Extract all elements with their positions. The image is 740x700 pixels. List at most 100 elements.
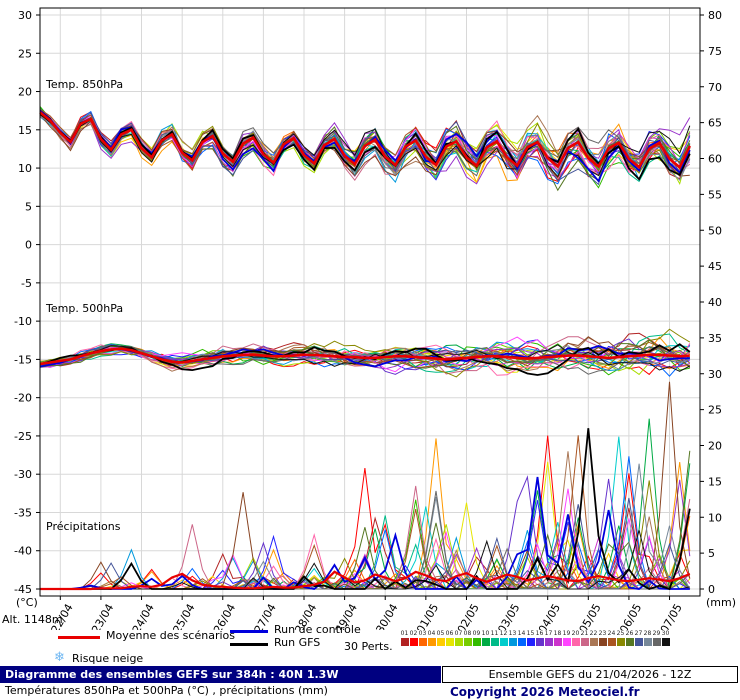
date-label: 02/05 (455, 602, 482, 631)
member-precip-line (40, 461, 691, 590)
left-tick-label: -35 (14, 506, 32, 519)
left-tick-label: -15 (14, 353, 32, 366)
member-key-10: 10 (481, 630, 490, 646)
diagram-subtitle: Températures 850hPa et 500hPa (°C) , pré… (5, 684, 328, 697)
date-label: 03/05 (495, 602, 522, 631)
run-info: Ensemble GEFS du 21/04/2026 - 12Z (442, 666, 738, 683)
right-tick-label: 50 (708, 224, 722, 237)
left-tick-label: 0 (25, 239, 32, 252)
snow-risk-label: Risque neige (72, 652, 144, 665)
left-tick-label: -25 (14, 430, 32, 443)
right-tick-label: 45 (708, 260, 722, 273)
member-key-27: 27 (634, 630, 643, 646)
date-label: 06/05 (617, 602, 644, 631)
member-key-11: 11 (490, 630, 499, 646)
altitude-label: Alt. 1148m (2, 613, 63, 626)
left-tick-label: 15 (18, 124, 32, 137)
mean-swatch (58, 636, 100, 639)
member-key-02: 02 (409, 630, 418, 646)
left-tick-label: 10 (18, 162, 32, 175)
member-key-20: 20 (571, 630, 580, 646)
left-tick-label: -5 (21, 277, 32, 290)
member-key-25: 25 (616, 630, 625, 646)
control-precip-line (40, 476, 690, 591)
member-key-03: 03 (418, 630, 427, 646)
member-t850-line (39, 116, 691, 182)
mean-t500-line (39, 347, 690, 366)
member-key-07: 07 (454, 630, 463, 646)
legend-gfs-label: Run GFS (274, 636, 321, 649)
right-tick-label: 35 (708, 332, 722, 345)
member-color-legend: 01 02 03 04 05 06 07 08 09 10 11 12 13 14 15 16 17 18 19 20… (400, 630, 686, 646)
member-key-14: 14 (517, 630, 526, 646)
legend-control-label: Run de contrôle (274, 623, 361, 636)
date-label: 26/04 (211, 602, 238, 631)
section-label-precip: Précipitations (46, 520, 121, 533)
right-tick-label: 40 (708, 296, 722, 309)
left-tick-label: -10 (14, 315, 32, 328)
member-key-26: 26 (625, 630, 634, 646)
member-key-16: 16 (535, 630, 544, 646)
control-swatch (230, 630, 268, 633)
right-tick-label: 25 (708, 404, 722, 417)
date-label: 01/05 (414, 602, 441, 631)
left-tick-label: -30 (14, 468, 32, 481)
left-tick-label: -45 (14, 583, 32, 596)
left-tick-label: 5 (25, 200, 32, 213)
member-key-01: 01 (400, 630, 409, 646)
member-key-17: 17 (544, 630, 553, 646)
right-tick-label: 60 (708, 153, 722, 166)
member-key-12: 12 (499, 630, 508, 646)
member-key-18: 18 (553, 630, 562, 646)
section-label-t850: Temp. 850hPa (45, 78, 123, 91)
left-tick-label: 20 (18, 86, 32, 99)
right-tick-label: 55 (708, 188, 722, 201)
member-key-06: 06 (445, 630, 454, 646)
section-label-t500: Temp. 500hPa (45, 302, 123, 315)
footer-right: Ensemble GEFS du 21/04/2026 - 12Z Copyri… (442, 666, 738, 699)
right-tick-label: 15 (708, 475, 722, 488)
legend-mean-label: Moyenne des scénarios (106, 629, 235, 642)
right-tick-label: 20 (708, 440, 722, 453)
date-label: 30/04 (373, 602, 400, 631)
left-tick-label: -20 (14, 392, 32, 405)
left-axis-unit: (°C) (16, 596, 38, 609)
member-key-29: 29 (652, 630, 661, 646)
member-key-21: 21 (580, 630, 589, 646)
date-label: 24/04 (130, 602, 157, 631)
mean-t850-line (39, 111, 691, 170)
member-key-05: 05 (436, 630, 445, 646)
member-key-24: 24 (607, 630, 616, 646)
left-tick-label: -40 (14, 545, 32, 558)
member-precip-line (40, 438, 691, 590)
member-key-23: 23 (598, 630, 607, 646)
perts-count-label: 30 Perts. (344, 640, 393, 653)
member-key-19: 19 (562, 630, 571, 646)
right-tick-label: 30 (708, 368, 722, 381)
ensemble-chart: 302520151050-5-10-15-20-25-30-35-40-4580… (14, 7, 722, 631)
member-key-30: 30 (661, 630, 670, 646)
right-tick-label: 5 (708, 547, 715, 560)
gfs-t850-line (39, 112, 691, 181)
member-key-22: 22 (589, 630, 598, 646)
date-label: 25/04 (170, 602, 197, 631)
date-label: 07/05 (658, 602, 685, 631)
gfs-swatch (230, 643, 268, 646)
member-key-13: 13 (508, 630, 517, 646)
left-tick-label: 25 (18, 47, 32, 60)
mean-precip-line (40, 570, 691, 591)
diagram-title: Diagramme des ensembles GEFS sur 384h : … (0, 666, 441, 683)
member-key-09: 09 (472, 630, 481, 646)
right-tick-label: 70 (708, 81, 722, 94)
right-axis-unit: (mm) (706, 596, 737, 609)
snowflake-icon: ❄ (54, 650, 65, 665)
right-tick-label: 0 (708, 583, 715, 596)
right-tick-label: 10 (708, 511, 722, 524)
date-label: 04/05 (536, 602, 563, 631)
member-precip-line (40, 463, 691, 590)
copyright: Copyright 2026 Meteociel.fr (450, 685, 640, 699)
date-label: 23/04 (89, 602, 116, 631)
right-tick-label: 80 (708, 9, 722, 22)
member-key-15: 15 (526, 630, 535, 646)
